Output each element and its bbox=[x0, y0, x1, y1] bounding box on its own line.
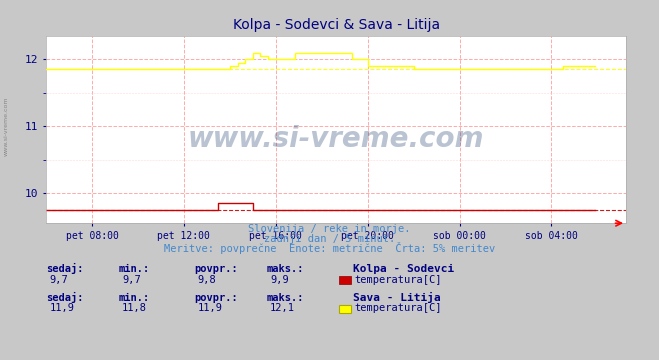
Text: 9,9: 9,9 bbox=[270, 275, 289, 285]
Title: Kolpa - Sodevci & Sava - Litija: Kolpa - Sodevci & Sava - Litija bbox=[233, 18, 440, 32]
Text: min.:: min.: bbox=[119, 264, 150, 274]
Text: 11,9: 11,9 bbox=[198, 303, 223, 314]
Text: 9,7: 9,7 bbox=[122, 275, 140, 285]
Text: temperatura[C]: temperatura[C] bbox=[355, 275, 442, 285]
Text: Kolpa - Sodevci: Kolpa - Sodevci bbox=[353, 264, 454, 274]
Text: maks.:: maks.: bbox=[267, 264, 304, 274]
Text: 11,9: 11,9 bbox=[49, 303, 74, 314]
Text: 12,1: 12,1 bbox=[270, 303, 295, 314]
Text: povpr.:: povpr.: bbox=[194, 264, 238, 274]
Text: Slovenija / reke in morje.: Slovenija / reke in morje. bbox=[248, 224, 411, 234]
Text: www.si-vreme.com: www.si-vreme.com bbox=[188, 125, 484, 153]
Text: min.:: min.: bbox=[119, 293, 150, 303]
Text: 9,8: 9,8 bbox=[198, 275, 216, 285]
Text: 11,8: 11,8 bbox=[122, 303, 147, 314]
Text: sedaj:: sedaj: bbox=[46, 292, 84, 303]
Text: www.si-vreme.com: www.si-vreme.com bbox=[3, 96, 9, 156]
Text: temperatura[C]: temperatura[C] bbox=[355, 303, 442, 314]
Text: Meritve: povprečne  Enote: metrične  Črta: 5% meritev: Meritve: povprečne Enote: metrične Črta:… bbox=[164, 242, 495, 254]
Text: sedaj:: sedaj: bbox=[46, 263, 84, 274]
Text: Sava - Litija: Sava - Litija bbox=[353, 292, 440, 303]
Text: zadnji dan / 5 minut.: zadnji dan / 5 minut. bbox=[264, 234, 395, 244]
Text: maks.:: maks.: bbox=[267, 293, 304, 303]
Text: povpr.:: povpr.: bbox=[194, 293, 238, 303]
Text: 9,7: 9,7 bbox=[49, 275, 68, 285]
